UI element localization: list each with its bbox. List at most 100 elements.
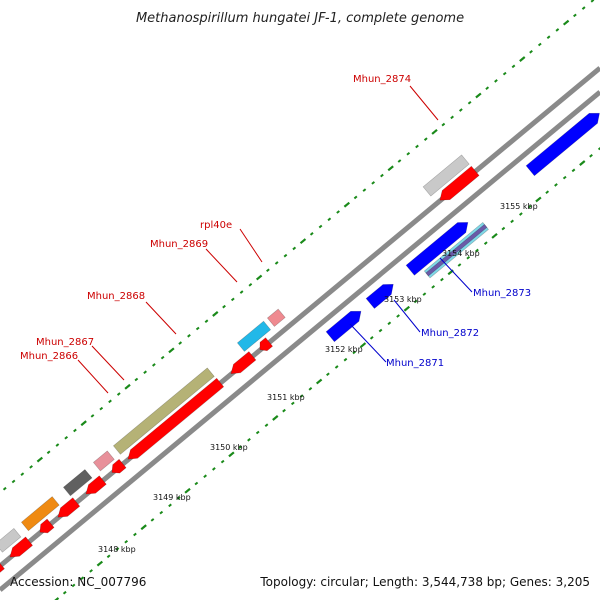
kbp-labels: 3148 kbp 3149 kbp 3150 kbp 3151 kbp 3152… (98, 202, 538, 554)
inner-tick (282, 408, 286, 413)
leader-mhun-2868 (145, 301, 177, 335)
inner-tick (359, 342, 367, 349)
tick-label-3148: 3148 kbp (98, 545, 136, 554)
outer-tick (73, 428, 77, 433)
outer-tick (116, 392, 121, 396)
inner-tick (212, 467, 216, 471)
outer-tick (573, 13, 577, 18)
inner-tick (264, 423, 269, 428)
inner-tick (378, 328, 383, 333)
inner-tick (203, 474, 207, 478)
inner-tick (184, 487, 191, 494)
outer-tick (362, 188, 367, 192)
inner-tick (527, 204, 532, 209)
inner-tick (247, 437, 251, 442)
outer-tick (239, 290, 244, 294)
outer-tick (475, 92, 482, 99)
label-mhun-2868: Mhun_2868 (87, 291, 145, 302)
inner-tick (343, 357, 348, 362)
label-mhun-2872: Mhun_2872 (421, 328, 479, 339)
inner-tick (369, 336, 374, 340)
inner-tick (308, 387, 313, 391)
outer-tick (222, 304, 226, 309)
tick-label-3155: 3155 kbp (500, 202, 538, 211)
outer-tick (581, 6, 586, 10)
inner-tick (194, 481, 199, 486)
outer-tick (327, 217, 332, 222)
inner-tick (62, 590, 67, 595)
outer-tick (343, 201, 351, 208)
inner-tick (299, 394, 304, 398)
outer-tick (283, 253, 288, 258)
inner-tick (159, 510, 164, 515)
outer-tick (485, 86, 490, 90)
inner-tick (562, 175, 567, 180)
accession-text: Accession: NC_007796 (10, 575, 146, 589)
map-title: Methanospirillum hungatei JF-1, complete… (136, 11, 464, 26)
reverse-gene-arrow (259, 337, 274, 352)
outer-tick (187, 333, 191, 338)
outer-tick (143, 370, 147, 374)
inner-tick (554, 183, 558, 187)
cog-block (236, 320, 272, 352)
forward-gene-arrow (365, 283, 394, 309)
inner-tick (501, 226, 506, 231)
tick-label-3151: 3151 kbp (267, 393, 305, 402)
inner-tick (96, 560, 104, 567)
inner-tick (168, 503, 172, 508)
inner-tick (352, 350, 357, 355)
outer-tick (204, 319, 209, 324)
outer-tick (11, 479, 16, 484)
label-mhun-2873: Mhun_2873 (473, 288, 531, 299)
outer-tick (511, 64, 516, 69)
cog-block (20, 496, 60, 532)
cog-block (422, 154, 470, 197)
inner-tick (589, 153, 593, 158)
reverse-gene-arrow (127, 377, 225, 460)
cog-block (425, 223, 488, 277)
label-mhun-2866: Mhun_2866 (20, 351, 78, 362)
outer-tick (380, 173, 384, 178)
inner-tick-dots (54, 147, 600, 600)
leader-mhun-2871 (349, 323, 387, 363)
outer-tick (459, 108, 463, 112)
outer-tick (152, 363, 156, 367)
outer-tick (55, 443, 60, 447)
reverse-gene-arrow (230, 351, 257, 375)
outer-tick (336, 210, 340, 214)
inner-tick (272, 415, 279, 421)
label-rpl40e: rpl40e (200, 220, 232, 231)
outer-tick (80, 420, 87, 427)
backbone-line-lower (0, 90, 600, 592)
outer-tick (502, 71, 507, 76)
inner-tick (510, 219, 514, 224)
inner-tick (413, 299, 418, 304)
label-mhun-2867: Mhun_2867 (36, 337, 94, 348)
label-mhun-2874: Mhun_2874 (353, 74, 411, 85)
leader-mhun-2869 (205, 248, 238, 283)
cog-block (112, 367, 215, 455)
inner-tick (431, 285, 436, 289)
outer-tick (99, 406, 104, 411)
outer-tick (36, 456, 44, 463)
inner-tick (466, 255, 471, 260)
outer-tick (134, 377, 139, 382)
outer-tick (467, 100, 472, 105)
leader-mhun-2872 (393, 299, 421, 333)
reverse-gene-arrow (57, 497, 81, 518)
cog-block (0, 527, 22, 553)
outer-tick (248, 283, 253, 287)
cog-block (62, 469, 93, 497)
outer-tick (90, 414, 95, 418)
inner-tick (422, 292, 427, 296)
outer-tick (255, 274, 263, 281)
outer-tick (397, 159, 402, 163)
outer-tick (406, 151, 411, 156)
inner-tick (89, 569, 93, 573)
inner-tick (290, 401, 295, 406)
tick-label-3153: 3153 kbp (384, 295, 422, 304)
outer-tick (124, 383, 131, 390)
outer-tick (299, 238, 307, 245)
outer-tick (108, 399, 112, 404)
